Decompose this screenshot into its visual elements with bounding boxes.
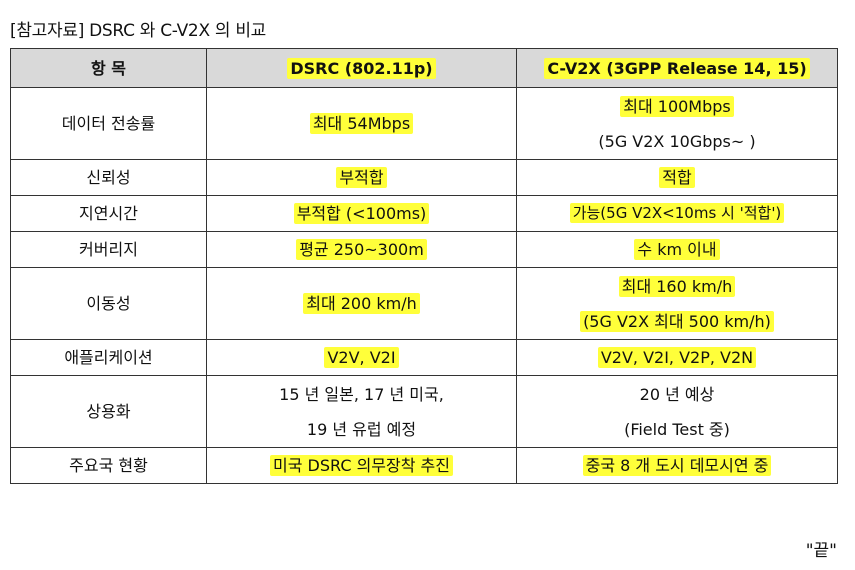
row-item: 신뢰성 [10, 159, 207, 196]
dsrc-cell: 미국 DSRC 의무장착 추진 [206, 447, 517, 484]
table-row: 주요국 현황 미국 DSRC 의무장착 추진 중국 8 개 도시 데모시연 중 [10, 447, 838, 484]
cv2x-cell: 가능(5G V2X<10ms 시 '적합') [516, 195, 838, 232]
cv2x-cell: 수 km 이내 [516, 231, 838, 268]
dsrc-cell: 평균 250~300m [206, 231, 517, 268]
row-item: 데이터 전송률 [10, 87, 207, 160]
cv2x-cell: 20 년 예상 (Field Test 중) [516, 375, 838, 448]
table-row: 신뢰성 부적합 적합 [10, 159, 838, 196]
table-row: 데이터 전송률 최대 54Mbps 최대 100Mbps (5G V2X 10Gb… [10, 87, 838, 160]
dsrc-cell: 15 년 일본, 17 년 미국, 19 년 유럽 예정 [206, 375, 517, 448]
dsrc-cell: 부적합 [206, 159, 517, 196]
dsrc-cell: 최대 54Mbps [206, 87, 517, 160]
header-row: 항 목 DSRC (802.11p) C-V2X (3GPP Release 1… [10, 48, 838, 88]
table-row: 이동성 최대 200 km/h 최대 160 km/h (5G V2X 최대 50… [10, 267, 838, 340]
header-cv2x: C-V2X (3GPP Release 14, 15) [516, 48, 838, 88]
cv2x-cell: 적합 [516, 159, 838, 196]
cv2x-cell: 최대 100Mbps (5G V2X 10Gbps~ ) [516, 87, 838, 160]
header-item: 항 목 [10, 48, 207, 88]
caption: [참고자료] DSRC 와 C-V2X 의 비교 [10, 21, 267, 41]
table-row: 커버리지 평균 250~300m 수 km 이내 [10, 231, 838, 268]
table-row: 지연시간 부적합 (<100ms) 가능(5G V2X<10ms 시 '적합') [10, 195, 838, 232]
row-item: 이동성 [10, 267, 207, 340]
row-item: 지연시간 [10, 195, 207, 232]
header-dsrc: DSRC (802.11p) [206, 48, 517, 88]
dsrc-cell: 최대 200 km/h [206, 267, 517, 340]
end-mark: "끝" [805, 541, 837, 561]
dsrc-cell: 부적합 (<100ms) [206, 195, 517, 232]
cv2x-cell: 최대 160 km/h (5G V2X 최대 500 km/h) [516, 267, 838, 340]
comparison-table: 항 목 DSRC (802.11p) C-V2X (3GPP Release 1… [10, 48, 838, 484]
row-item: 커버리지 [10, 231, 207, 268]
row-item: 주요국 현황 [10, 447, 207, 484]
cv2x-cell: 중국 8 개 도시 데모시연 중 [516, 447, 838, 484]
dsrc-cell: V2V, V2I [206, 339, 517, 376]
cv2x-cell: V2V, V2I, V2P, V2N [516, 339, 838, 376]
table-row: 애플리케이션 V2V, V2I V2V, V2I, V2P, V2N [10, 339, 838, 376]
row-item: 애플리케이션 [10, 339, 207, 376]
row-item: 상용화 [10, 375, 207, 448]
table-row: 상용화 15 년 일본, 17 년 미국, 19 년 유럽 예정 20 년 예상(… [10, 375, 838, 448]
